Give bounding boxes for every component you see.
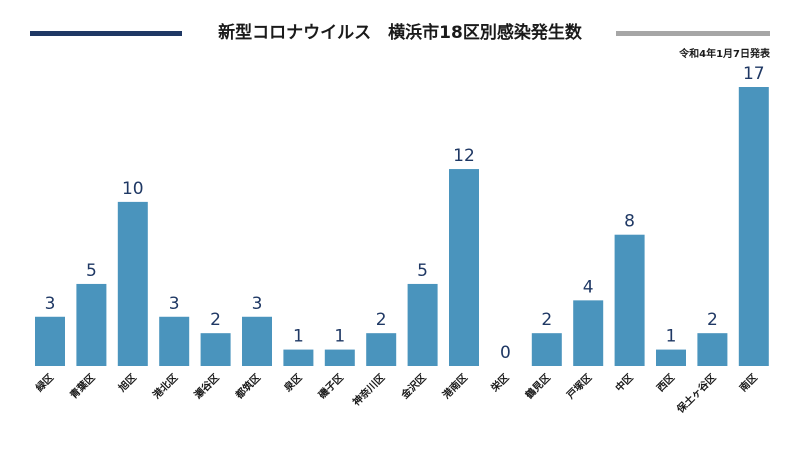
bar-青葉区 bbox=[76, 283, 107, 366]
value-label-南区: 17 bbox=[743, 64, 765, 84]
bar-旭区 bbox=[117, 201, 148, 366]
bar-鶴見区 bbox=[531, 333, 562, 366]
value-label-西区: 1 bbox=[666, 327, 677, 347]
bar-金沢区 bbox=[407, 283, 438, 366]
category-label-都筑区: 都筑区 bbox=[232, 371, 263, 402]
value-label-旭区: 10 bbox=[122, 179, 144, 199]
bar-港北区 bbox=[159, 316, 190, 366]
category-label-戸塚区: 戸塚区 bbox=[564, 371, 594, 401]
value-label-港北区: 3 bbox=[169, 294, 180, 314]
title-rule-left bbox=[30, 31, 182, 36]
bar-港南区 bbox=[449, 169, 479, 366]
bar-泉区 bbox=[283, 349, 314, 366]
category-label-南区: 南区 bbox=[737, 371, 760, 394]
value-label-泉区: 1 bbox=[293, 327, 304, 347]
bar-瀬谷区 bbox=[200, 333, 231, 366]
category-label-神奈川区: 神奈川区 bbox=[350, 371, 387, 408]
category-label-港北区: 港北区 bbox=[150, 371, 180, 401]
value-label-都筑区: 3 bbox=[252, 294, 263, 314]
value-label-鶴見区: 2 bbox=[541, 310, 552, 330]
bar-南区 bbox=[738, 87, 769, 366]
value-label-金沢区: 5 bbox=[417, 261, 428, 281]
category-label-西区: 西区 bbox=[654, 372, 677, 395]
category-label-栄区: 栄区 bbox=[487, 371, 511, 395]
value-label-青葉区: 5 bbox=[86, 261, 97, 281]
bar-緑区 bbox=[35, 316, 65, 366]
value-label-緑区: 3 bbox=[45, 294, 56, 314]
value-label-栄区: 0 bbox=[500, 343, 511, 363]
announcement-date: 令和4年1月7日発表 bbox=[679, 49, 770, 60]
value-label-中区: 8 bbox=[624, 212, 635, 232]
bar-保土ヶ谷区 bbox=[697, 333, 728, 366]
category-label-磯子区: 磯子区 bbox=[316, 371, 346, 401]
category-label-金沢区: 金沢区 bbox=[398, 371, 429, 402]
value-label-戸塚区: 4 bbox=[583, 277, 594, 297]
bar-磯子区 bbox=[324, 349, 355, 366]
category-label-旭区: 旭区 bbox=[115, 371, 139, 395]
category-label-港南区: 港南区 bbox=[440, 371, 470, 401]
value-label-保土ヶ谷区: 2 bbox=[707, 310, 718, 330]
category-label-鶴見区: 鶴見区 bbox=[523, 371, 553, 401]
category-label-緑区: 緑区 bbox=[33, 371, 56, 394]
category-label-瀬谷区: 瀬谷区 bbox=[191, 371, 221, 401]
title-rule-right bbox=[616, 31, 770, 36]
bar-西区 bbox=[656, 349, 686, 366]
title-row: 新型コロナウイルス 横浜市18区別感染発生数 bbox=[0, 20, 800, 48]
value-label-磯子区: 1 bbox=[334, 327, 345, 347]
chart-title: 新型コロナウイルス 横浜市18区別感染発生数 bbox=[218, 23, 582, 43]
category-label-保土ヶ谷区: 保土ヶ谷区 bbox=[673, 371, 718, 416]
category-label-中区: 中区 bbox=[612, 371, 635, 394]
value-label-神奈川区: 2 bbox=[376, 310, 387, 330]
bar-都筑区 bbox=[242, 316, 272, 366]
category-label-青葉区: 青葉区 bbox=[67, 371, 97, 401]
bar-神奈川区 bbox=[366, 333, 397, 366]
value-label-瀬谷区: 2 bbox=[210, 310, 221, 330]
bar-戸塚区 bbox=[573, 300, 604, 366]
value-label-港南区: 12 bbox=[453, 146, 475, 166]
category-label-泉区: 泉区 bbox=[280, 371, 304, 395]
bar-中区 bbox=[614, 234, 645, 366]
